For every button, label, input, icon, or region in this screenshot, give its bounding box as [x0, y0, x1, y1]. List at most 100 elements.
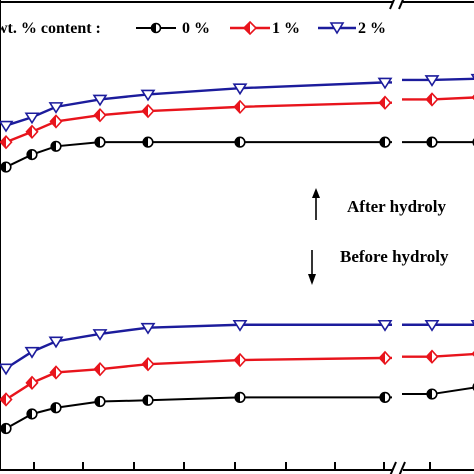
- data-point: [425, 349, 439, 364]
- marker-half: [94, 109, 100, 122]
- marker-half: [379, 351, 385, 364]
- marker-half: [234, 354, 240, 367]
- marker-half: [50, 366, 56, 379]
- marker-half: [142, 105, 148, 118]
- marker-half: [95, 396, 100, 407]
- data-point: [234, 391, 246, 403]
- marker-triangle: [92, 329, 108, 341]
- marker-triangle: [140, 89, 156, 102]
- marker-half: [426, 350, 432, 363]
- marker-half: [235, 137, 240, 147]
- marker-half: [27, 149, 32, 160]
- legend-label: 2 %: [358, 20, 386, 37]
- data-point: [0, 392, 13, 407]
- marker-half: [51, 402, 56, 413]
- data-point: [92, 94, 108, 107]
- series-line: [5, 396, 392, 430]
- annotation-after: After hydroly: [312, 188, 447, 220]
- data-point: [0, 422, 12, 435]
- data-point: [424, 75, 440, 87]
- data-point: [232, 319, 248, 332]
- data-point: [92, 329, 108, 341]
- data-point: [50, 140, 62, 152]
- series-line: [5, 141, 392, 168]
- data-point: [24, 112, 40, 125]
- data-point: [0, 134, 13, 150]
- data-point: [25, 124, 39, 139]
- data-point: [140, 89, 156, 102]
- legend-entry-0: 0 %: [136, 20, 210, 37]
- data-point: [379, 391, 391, 403]
- legend-label: 1 %: [272, 20, 300, 37]
- data-point: [232, 83, 248, 96]
- data-point: [0, 120, 14, 133]
- marker-half: [379, 96, 385, 109]
- data-point: [233, 352, 247, 368]
- data-point: [94, 136, 106, 148]
- data-point: [426, 136, 438, 148]
- data-point: [233, 99, 247, 115]
- series-line: [402, 77, 474, 82]
- marker-half: [26, 125, 32, 138]
- data-point: [94, 395, 106, 408]
- marker-half: [143, 137, 148, 147]
- data-point: [49, 365, 63, 380]
- series-line: [402, 96, 474, 101]
- data-point: [50, 402, 62, 414]
- marker-triangle: [0, 120, 14, 133]
- marker-half: [95, 137, 100, 147]
- axis-break-mark: [398, 0, 404, 10]
- marker-half: [426, 93, 432, 106]
- axis-break-mark: [389, 461, 397, 474]
- legend-marker-half: [244, 22, 250, 34]
- marker-triangle: [232, 319, 248, 332]
- marker-triangle: [48, 336, 64, 349]
- legend-title: wt. % content :: [0, 20, 101, 37]
- x-axis-ticks: [33, 462, 431, 470]
- marker-half: [380, 392, 385, 403]
- marker-triangle: [92, 94, 108, 107]
- marker-half: [380, 137, 385, 147]
- legend-marker-triangle: [329, 22, 345, 35]
- axis-break-top: [389, 0, 404, 10]
- marker-triangle: [424, 75, 440, 87]
- data-point: [378, 350, 392, 366]
- data-point: [26, 408, 38, 420]
- data-point: [377, 319, 393, 332]
- data-point: [25, 375, 39, 391]
- data-point: [0, 363, 14, 376]
- data-point: [141, 356, 155, 372]
- marker-half: [234, 100, 240, 113]
- data-point: [234, 136, 246, 148]
- marker-half: [143, 395, 148, 406]
- marker-triangle: [24, 112, 40, 125]
- data-point: [93, 107, 107, 123]
- marker-half: [94, 363, 100, 376]
- marker-half: [27, 409, 32, 419]
- marker-half: [427, 137, 432, 147]
- marker-triangle: [377, 319, 393, 332]
- axis-break-mark: [398, 461, 406, 474]
- marker-triangle: [140, 322, 156, 335]
- marker-half: [142, 358, 148, 371]
- marker-half: [427, 389, 432, 399]
- data-point: [378, 95, 392, 110]
- marker-half: [0, 136, 6, 149]
- series-line: [402, 386, 474, 396]
- marker-triangle: [232, 83, 248, 96]
- data-point: [49, 114, 63, 129]
- data-point: [141, 103, 155, 119]
- marker-half: [26, 376, 32, 389]
- annotation-before: Before hydroly: [308, 247, 449, 285]
- marker-half: [50, 115, 56, 128]
- marker-triangle: [48, 102, 64, 114]
- data-point: [426, 388, 438, 400]
- series-line: [5, 356, 392, 401]
- marker-half: [0, 393, 6, 406]
- marker-triangle: [377, 77, 393, 90]
- data-point: [379, 136, 391, 148]
- legend-marker-half: [151, 23, 156, 33]
- data-point: [24, 346, 40, 359]
